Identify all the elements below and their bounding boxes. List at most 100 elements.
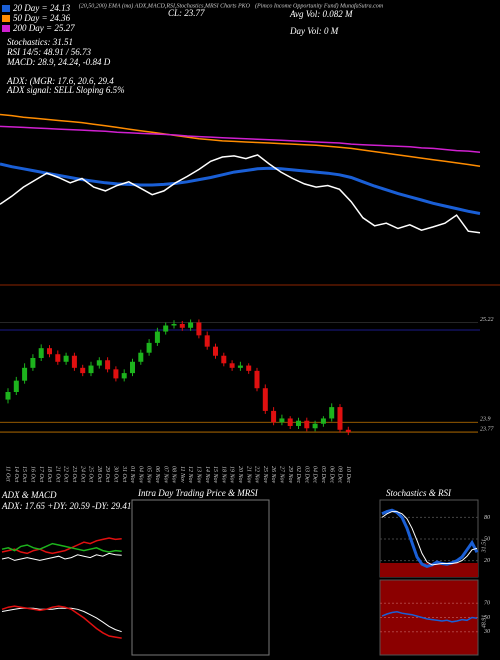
rsi-line	[381, 611, 478, 623]
x-tick-label: 29 Oct	[104, 466, 110, 482]
candle-body	[254, 370, 260, 389]
candle-body	[213, 346, 218, 356]
price-line	[0, 154, 481, 234]
candle-body	[22, 367, 28, 381]
panel-title: Stochastics & RSI	[386, 488, 452, 498]
annotation: ADX signal: SELL Sloping 6.5%	[6, 85, 125, 95]
candle-body	[138, 352, 144, 362]
candle-body	[304, 420, 310, 429]
x-tick-label: 31 Oct	[121, 465, 127, 482]
x-tick-label: 05 Dec	[320, 466, 326, 483]
legend-swatch	[2, 25, 10, 32]
stochastic-signal	[381, 511, 478, 566]
legend-label: 20 Day = 24.13	[13, 3, 71, 13]
macd-line	[1, 605, 122, 639]
candle-body	[105, 360, 111, 370]
annotation: Stochastics: 31.51	[7, 37, 73, 47]
candle-body	[80, 367, 86, 374]
y-tick-label: 50	[484, 536, 490, 542]
candle-body	[13, 380, 19, 392]
annotation: CL: 23.77	[168, 8, 205, 18]
chart-subtitle: (Pimco Income Opportunity Fund) MunafaSu…	[255, 2, 384, 9]
x-tick-label: 02 Dec	[295, 466, 301, 483]
candle-body	[337, 407, 343, 430]
candle-body	[329, 407, 335, 419]
x-tick-label: 19 Nov	[229, 466, 235, 484]
y-tick-label: 23.9	[480, 417, 491, 423]
candle-body	[30, 358, 36, 368]
candle-body	[63, 355, 69, 362]
chart-title: (20,50,200) EMA (ma) ADX,MACD,RSI,Stocha…	[79, 2, 251, 9]
x-tick-label: 01 Nov	[129, 466, 135, 484]
y-tick-label: 30	[483, 629, 490, 635]
x-tick-label: 05 Nov	[146, 466, 152, 484]
y-tick-label: 23.77	[480, 426, 495, 432]
x-tick-label: 20 Nov	[237, 466, 243, 484]
x-tick-label: 06 Nov	[154, 466, 160, 484]
x-tick-label: 30 Oct	[113, 465, 119, 482]
x-tick-label: 24 Oct	[79, 466, 86, 482]
panel-title: Intra Day Trading Price & MRSI	[137, 488, 259, 498]
candle-body	[5, 392, 11, 400]
candle-body	[196, 322, 202, 336]
legend-label: 200 Day = 25.27	[13, 23, 75, 33]
x-tick-label: 22 Nov	[254, 466, 260, 484]
candle-body	[296, 420, 301, 426]
value-label: 31.51	[481, 539, 487, 554]
candle-body	[262, 388, 268, 411]
annotation: MACD: 28.9, 24.24, -0.84 D	[6, 57, 111, 67]
x-tick-label: 07 Nov	[162, 466, 168, 484]
y-tick-label: 20	[484, 558, 490, 564]
x-tick-label: 11 Nov	[179, 466, 185, 483]
x-tick-label: 23 Oct	[71, 466, 77, 482]
x-tick-label: 09 Dec	[337, 466, 343, 483]
candle-body	[171, 324, 177, 326]
y-tick-label: 25.22	[480, 317, 494, 323]
y-tick-label: 80	[484, 515, 490, 521]
ema-line	[0, 125, 481, 153]
minus-di-line	[1, 537, 122, 555]
candle-body	[38, 348, 44, 358]
x-tick-label: 22 Oct	[63, 466, 69, 482]
x-tick-label: 04 Nov	[137, 466, 144, 484]
x-tick-label: 06 Dec	[328, 466, 334, 483]
x-tick-label: 12 Nov	[187, 466, 193, 484]
x-tick-label: 25 Nov	[262, 466, 268, 484]
annotation: Avg Vol: 0.082 M	[289, 9, 353, 19]
annotation: Day Vol: 0 M	[289, 26, 339, 36]
x-tick-label: 13 Nov	[196, 466, 202, 484]
candle-body	[279, 418, 285, 423]
candle-body	[88, 365, 94, 374]
candle-body	[179, 324, 185, 328]
x-tick-label: 15 Nov	[212, 466, 218, 484]
x-tick-label: 08 Nov	[171, 466, 177, 484]
x-tick-label: 26 Nov	[270, 466, 276, 484]
candle-body	[229, 363, 235, 368]
candle-body	[47, 348, 52, 355]
candle-body	[55, 354, 61, 362]
annotation: RSI 14/5: 48.91 / 56.73	[6, 47, 91, 57]
candle-body	[320, 418, 326, 424]
x-tick-label: 21 Nov	[245, 466, 251, 484]
candle-body	[163, 325, 169, 332]
x-tick-label: 15 Oct	[21, 466, 27, 482]
y-tick-label: 50	[484, 615, 490, 621]
x-tick-label: 16 Oct	[30, 466, 36, 482]
candle-body	[121, 373, 127, 379]
x-tick-label: 27 Nov	[279, 466, 285, 484]
legend-swatch	[2, 5, 10, 12]
x-tick-label: 03 Dec	[303, 466, 309, 483]
x-tick-label: 29 Nov	[287, 466, 293, 484]
x-tick-label: 11 Oct	[5, 466, 11, 482]
annotation: ADX: (MGR: 17.6, 20.6, 29.4	[6, 76, 114, 86]
panel-frame	[131, 499, 270, 656]
x-tick-label: 18 Nov	[220, 466, 226, 484]
candle-body	[271, 410, 277, 423]
candle-body	[130, 361, 135, 374]
candle-body	[246, 365, 252, 371]
candle-body	[146, 342, 152, 353]
ema-line	[0, 113, 481, 167]
ema-line	[0, 162, 481, 215]
